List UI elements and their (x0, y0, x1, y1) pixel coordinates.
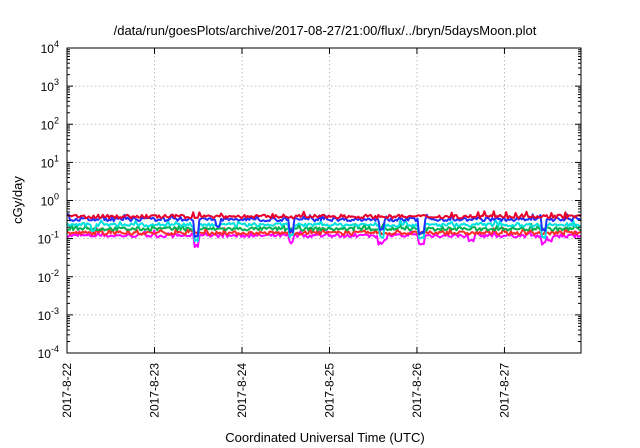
y-tick-label: 104 (41, 39, 59, 56)
x-tick-label: 2017-8-22 (60, 363, 74, 418)
series-layer (66, 210, 582, 248)
y-tick-label: 100 (41, 192, 59, 209)
tick-marks (66, 47, 581, 354)
y-tick-label: 101 (41, 153, 59, 170)
chart-title: /data/run/goesPlots/archive/2017-08-27/2… (114, 23, 537, 38)
x-tick-label: 2017-8-23 (147, 363, 161, 418)
y-tick-label: 10-3 (38, 306, 59, 323)
x-tick-label: 2017-8-27 (497, 363, 511, 418)
y-tick-label: 10-4 (38, 344, 59, 361)
x-tick-label: 2017-8-25 (322, 363, 336, 418)
x-axis-label: Coordinated Universal Time (UTC) (225, 430, 424, 445)
x-tick-labels: 2017-8-22 2017-8-23 2017-8-24 2017-8-25 2017… (60, 363, 511, 418)
x-tick-label: 2017-8-24 (235, 363, 249, 418)
grid-lines (67, 48, 581, 353)
y-tick-label: 10-2 (38, 268, 59, 285)
y-axis-label: cGy/day (10, 176, 25, 224)
series-line (66, 213, 582, 238)
y-tick-labels: 10-4 10-3 10-2 10-1 100 101 102 103 104 (38, 39, 59, 361)
y-tick-label: 103 (41, 77, 59, 94)
series-line (66, 210, 582, 220)
x-tick-label: 2017-8-26 (410, 363, 424, 418)
y-tick-label: 102 (41, 115, 59, 132)
y-tick-label: 10-1 (38, 230, 59, 247)
